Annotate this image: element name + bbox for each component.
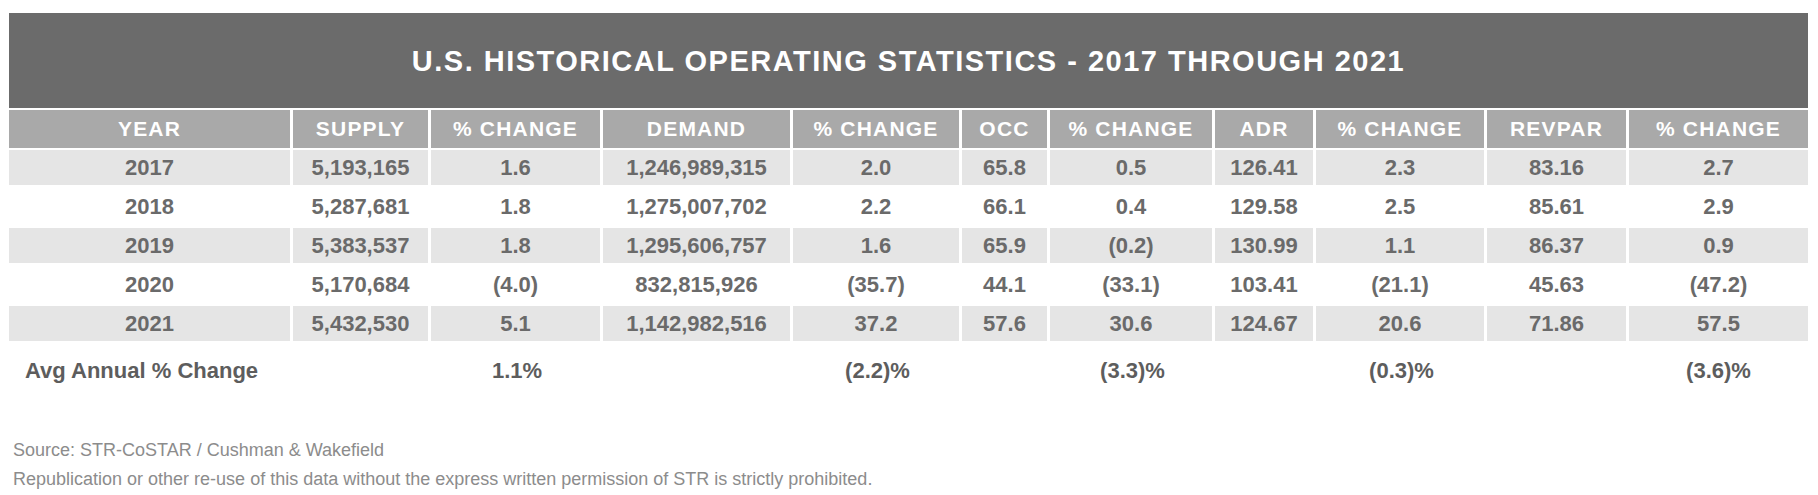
table-cell: 1.8 xyxy=(431,228,603,267)
table-cell: 124.67 xyxy=(1215,306,1316,345)
table-cell: 37.2 xyxy=(793,306,962,345)
table-cell: 2017 xyxy=(9,150,293,189)
row-2017: 2017 5,193,165 1.6 1,246,989,315 2.0 65.… xyxy=(9,150,1808,189)
table-cell xyxy=(293,345,431,397)
col-header-occ: OCC xyxy=(962,110,1050,150)
row-2019: 2019 5,383,537 1.8 1,295,606,757 1.6 65.… xyxy=(9,228,1808,267)
row-2021: 2021 5,432,530 5.1 1,142,982,516 37.2 57… xyxy=(9,306,1808,345)
table-cell: 5,432,530 xyxy=(293,306,431,345)
table-cell: 2018 xyxy=(9,189,293,228)
table-cell: 1,295,606,757 xyxy=(603,228,793,267)
col-header-demand-change: % CHANGE xyxy=(793,110,962,150)
table-cell: 65.9 xyxy=(962,228,1050,267)
table-cell: 83.16 xyxy=(1487,150,1629,189)
table-cell: 1.8 xyxy=(431,189,603,228)
table-cell: 130.99 xyxy=(1215,228,1316,267)
table-cell: 20.6 xyxy=(1316,306,1487,345)
col-header-adr: ADR xyxy=(1215,110,1316,150)
table-cell: 57.6 xyxy=(962,306,1050,345)
row-2018: 2018 5,287,681 1.8 1,275,007,702 2.2 66.… xyxy=(9,189,1808,228)
table-cell: 2.7 xyxy=(1629,150,1808,189)
table-cell: 126.41 xyxy=(1215,150,1316,189)
table-cell: (2.2)% xyxy=(793,345,962,397)
table-cell: 86.37 xyxy=(1487,228,1629,267)
header-row: YEAR SUPPLY % CHANGE DEMAND % CHANGE OCC… xyxy=(9,110,1808,150)
table-cell: (35.7) xyxy=(793,267,962,306)
table-cell: 2.3 xyxy=(1316,150,1487,189)
table-cell: (47.2) xyxy=(1629,267,1808,306)
col-header-adr-change: % CHANGE xyxy=(1316,110,1487,150)
table-cell: (3.6)% xyxy=(1629,345,1808,397)
table-cell: 129.58 xyxy=(1215,189,1316,228)
stats-table: YEAR SUPPLY % CHANGE DEMAND % CHANGE OCC… xyxy=(9,110,1808,397)
table-cell: 832,815,926 xyxy=(603,267,793,306)
table-cell: 2.5 xyxy=(1316,189,1487,228)
table-cell: 65.8 xyxy=(962,150,1050,189)
table-title: U.S. HISTORICAL OPERATING STATISTICS - 2… xyxy=(9,13,1808,108)
row-avg-annual-change: Avg Annual % Change 1.1% (2.2)% (3.3)% (… xyxy=(9,345,1808,397)
table-cell: 0.9 xyxy=(1629,228,1808,267)
table-cell: 1,142,982,516 xyxy=(603,306,793,345)
col-header-year: YEAR xyxy=(9,110,293,150)
table-cell: 2020 xyxy=(9,267,293,306)
table-cell: (21.1) xyxy=(1316,267,1487,306)
table-cell: 30.6 xyxy=(1050,306,1215,345)
col-header-occ-change: % CHANGE xyxy=(1050,110,1215,150)
table-cell: 1.6 xyxy=(431,150,603,189)
table-cell: (33.1) xyxy=(1050,267,1215,306)
table-cell: 1.1% xyxy=(431,345,603,397)
col-header-revpar: REVPAR xyxy=(1487,110,1629,150)
table-cell: 2.0 xyxy=(793,150,962,189)
table-cell xyxy=(603,345,793,397)
row-2020: 2020 5,170,684 (4.0) 832,815,926 (35.7) … xyxy=(9,267,1808,306)
table-cell: (0.3)% xyxy=(1316,345,1487,397)
table-cell: 71.86 xyxy=(1487,306,1629,345)
table-cell: 0.4 xyxy=(1050,189,1215,228)
stats-table-card: U.S. HISTORICAL OPERATING STATISTICS - 2… xyxy=(9,13,1808,397)
footer-notes: Source: STR-CoSTAR / Cushman & Wakefield… xyxy=(13,436,872,494)
table-cell: (4.0) xyxy=(431,267,603,306)
table-cell: 45.63 xyxy=(1487,267,1629,306)
table-cell xyxy=(1215,345,1316,397)
page: U.S. HISTORICAL OPERATING STATISTICS - 2… xyxy=(0,0,1818,495)
table-cell xyxy=(962,345,1050,397)
legal-note: Republication or other re-use of this da… xyxy=(13,465,872,494)
table-cell: 2.2 xyxy=(793,189,962,228)
table-cell: 1,246,989,315 xyxy=(603,150,793,189)
table-cell: 5,193,165 xyxy=(293,150,431,189)
col-header-supply: SUPPLY xyxy=(293,110,431,150)
table-cell xyxy=(1487,345,1629,397)
table-cell: 1,275,007,702 xyxy=(603,189,793,228)
table-cell: (0.2) xyxy=(1050,228,1215,267)
table-cell: 57.5 xyxy=(1629,306,1808,345)
col-header-demand: DEMAND xyxy=(603,110,793,150)
table-cell: 44.1 xyxy=(962,267,1050,306)
avg-row-label: Avg Annual % Change xyxy=(9,345,293,397)
table-cell: 1.1 xyxy=(1316,228,1487,267)
table-cell: 2021 xyxy=(9,306,293,345)
table-cell: 2.9 xyxy=(1629,189,1808,228)
col-header-supply-change: % CHANGE xyxy=(431,110,603,150)
col-header-revpar-change: % CHANGE xyxy=(1629,110,1808,150)
table-cell: 1.6 xyxy=(793,228,962,267)
table-cell: 2019 xyxy=(9,228,293,267)
table-cell: 66.1 xyxy=(962,189,1050,228)
table-cell: 5.1 xyxy=(431,306,603,345)
table-cell: 5,383,537 xyxy=(293,228,431,267)
table-cell: 5,287,681 xyxy=(293,189,431,228)
table-cell: (3.3)% xyxy=(1050,345,1215,397)
source-note: Source: STR-CoSTAR / Cushman & Wakefield xyxy=(13,436,872,465)
table-cell: 5,170,684 xyxy=(293,267,431,306)
table-cell: 0.5 xyxy=(1050,150,1215,189)
table-cell: 103.41 xyxy=(1215,267,1316,306)
table-cell: 85.61 xyxy=(1487,189,1629,228)
